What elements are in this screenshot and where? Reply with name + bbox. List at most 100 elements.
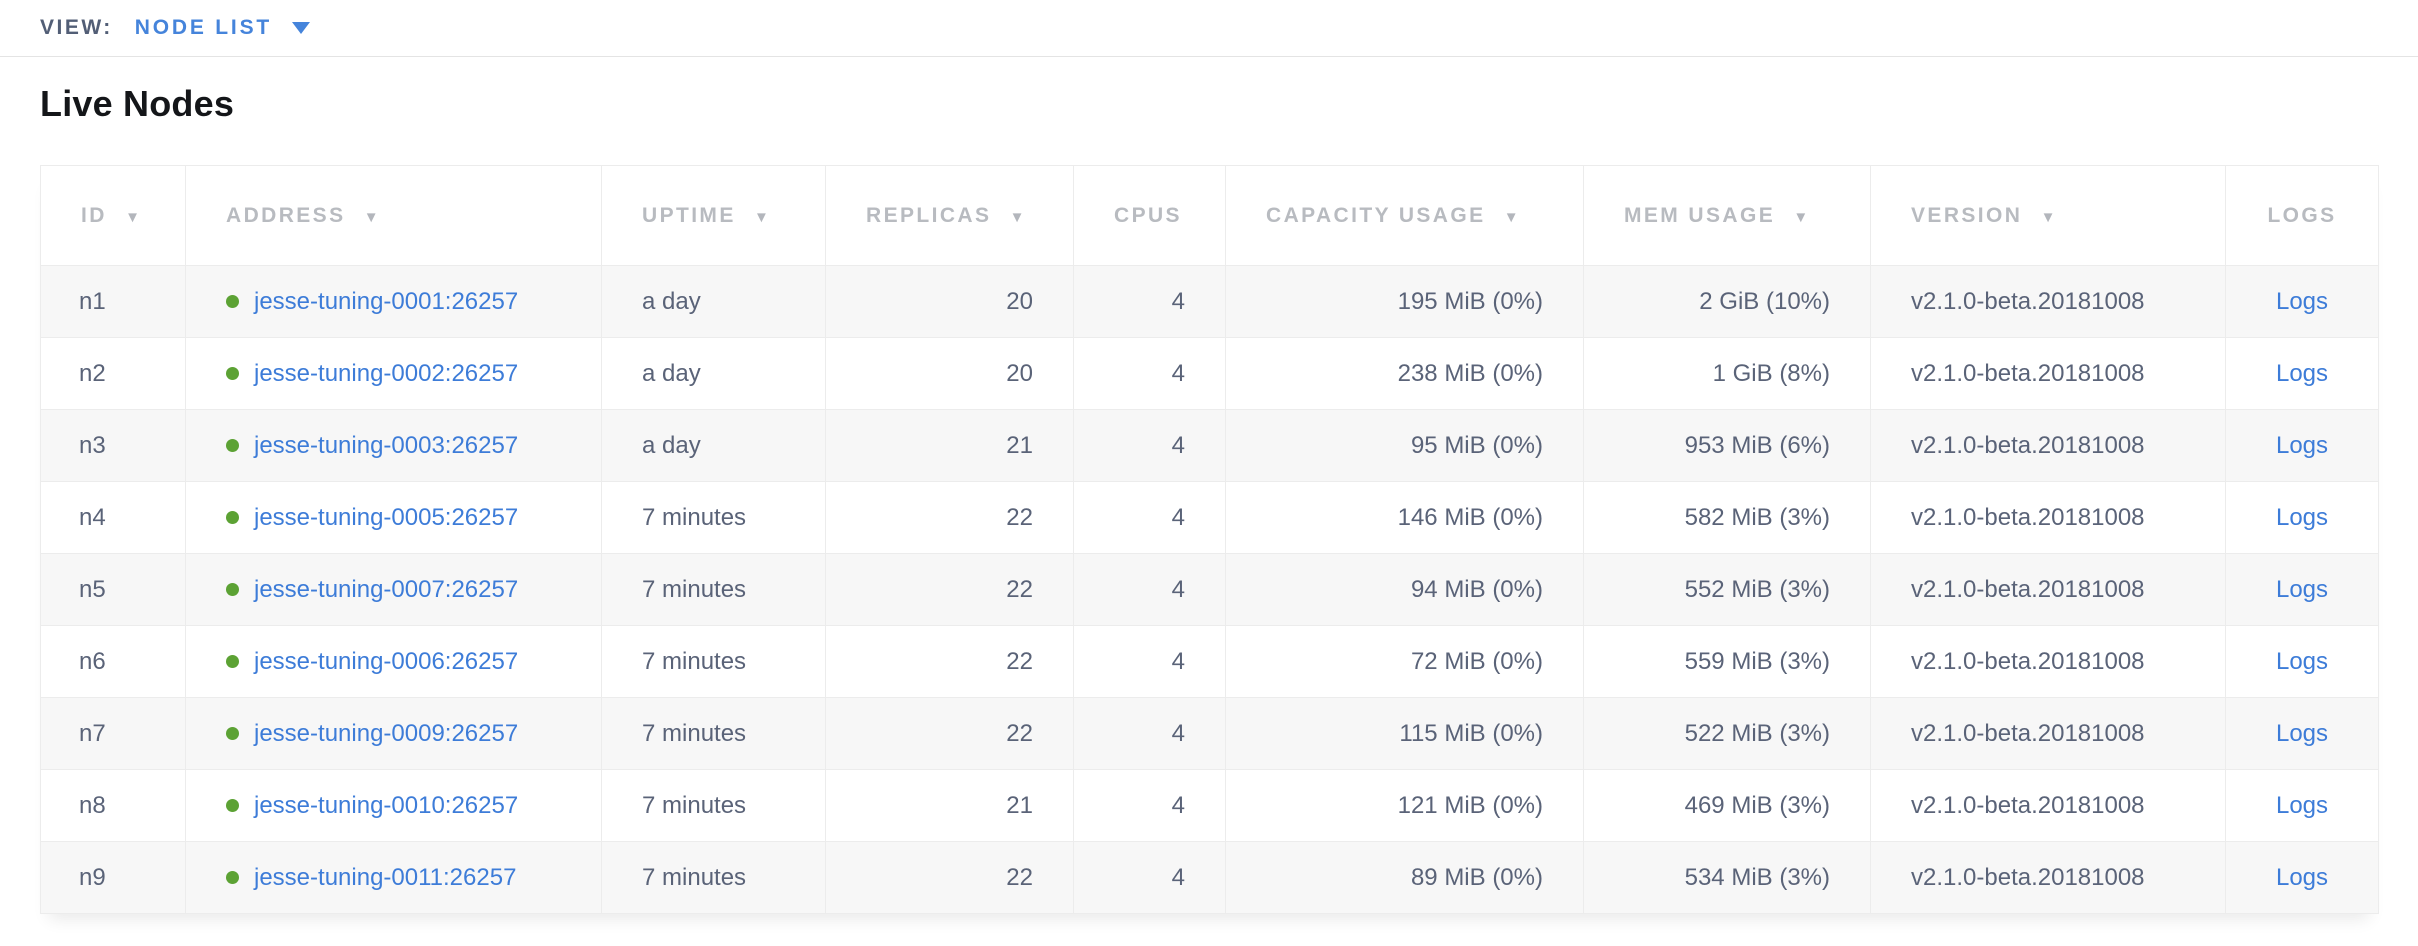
node-healthy-icon [226,438,239,452]
node-replicas-cell: 21 [825,769,1074,842]
chevron-down-icon[interactable] [292,22,311,34]
node-address-cell: jesse-tuning-0007:26257 [185,553,602,626]
node-id-cell: n5 [40,553,186,626]
view-dropdown-value[interactable]: NODE LIST [134,16,273,39]
node-address-link[interactable]: jesse-tuning-0005:26257 [254,503,519,531]
node-address-cell: jesse-tuning-0009:26257 [185,697,602,770]
sort-arrow-icon[interactable]: ▼ [363,208,381,226]
node-address-link[interactable]: jesse-tuning-0009:26257 [254,719,519,747]
node-mem-cell: 522 MiB (3%) [1583,697,1871,770]
node-uptime-cell: a day [601,337,826,410]
node-address-link[interactable]: jesse-tuning-0007:26257 [254,575,519,603]
node-healthy-icon [226,366,239,380]
node-healthy-icon [226,870,239,884]
node-logs-link[interactable]: Logs [2275,791,2329,819]
node-uptime-cell: a day [601,265,826,338]
node-capacity-cell: 72 MiB (0%) [1225,625,1584,698]
node-healthy-icon [226,510,239,524]
node-logs-link[interactable]: Logs [2275,431,2329,459]
node-logs-cell: Logs [2225,841,2379,914]
node-address-link[interactable]: jesse-tuning-0011:26257 [254,863,517,891]
column-header-address[interactable]: ADDRESS ▼ [185,165,602,266]
node-id-cell: n6 [40,625,186,698]
sort-arrow-icon[interactable]: ▼ [1503,208,1522,226]
node-healthy-icon [226,726,239,740]
node-logs-link[interactable]: Logs [2275,719,2329,747]
node-address-cell: jesse-tuning-0011:26257 [185,841,602,914]
node-replicas-cell: 20 [825,337,1074,410]
column-header-replicas[interactable]: REPLICAS ▼ [825,165,1074,266]
table-row: n3 jesse-tuning-0003:26257 a day 21 4 95… [40,409,2379,482]
node-address-cell: jesse-tuning-0003:26257 [185,409,602,482]
node-logs-link[interactable]: Logs [2275,863,2329,891]
column-header-id[interactable]: ID ▼ [40,165,186,266]
table-header-row: ID ▼ ADDRESS ▼ UPTIME ▼ REPLICAS ▼ CPUS [40,165,2379,266]
node-healthy-icon [226,294,239,308]
live-nodes-table: ID ▼ ADDRESS ▼ UPTIME ▼ REPLICAS ▼ CPUS [40,165,2379,914]
node-version-cell: v2.1.0-beta.20181008 [1870,553,2226,626]
view-dropdown[interactable]: NODE LIST [134,16,311,40]
node-mem-cell: 559 MiB (3%) [1583,625,1871,698]
node-logs-link[interactable]: Logs [2275,575,2329,603]
column-header-capacity-usage[interactable]: CAPACITY USAGE ▼ [1225,165,1584,266]
node-cpus-cell: 4 [1073,265,1226,338]
node-id-cell: n1 [40,265,186,338]
node-id-cell: n3 [40,409,186,482]
node-healthy-icon [226,798,239,812]
node-capacity-cell: 121 MiB (0%) [1225,769,1584,842]
node-version-cell: v2.1.0-beta.20181008 [1870,337,2226,410]
node-cpus-cell: 4 [1073,409,1226,482]
node-logs-link[interactable]: Logs [2275,503,2329,531]
node-replicas-cell: 22 [825,625,1074,698]
node-logs-link[interactable]: Logs [2275,359,2329,387]
node-uptime-cell: 7 minutes [601,769,826,842]
node-address-link[interactable]: jesse-tuning-0001:26257 [254,287,519,315]
node-healthy-icon [226,582,239,596]
node-mem-cell: 469 MiB (3%) [1583,769,1871,842]
column-header-cpus: CPUS [1073,165,1226,266]
page-title: Live Nodes [40,83,235,124]
table-row: n9 jesse-tuning-0011:26257 7 minutes 22 … [40,841,2379,914]
table-row: n7 jesse-tuning-0009:26257 7 minutes 22 … [40,697,2379,770]
sort-arrow-icon[interactable]: ▼ [125,208,143,226]
node-version-cell: v2.1.0-beta.20181008 [1870,697,2226,770]
column-header-label: VERSION [1911,203,2023,227]
sort-arrow-icon[interactable]: ▼ [1793,208,1811,226]
node-capacity-cell: 195 MiB (0%) [1225,265,1584,338]
sort-arrow-icon[interactable]: ▼ [754,208,772,226]
sort-arrow-icon[interactable]: ▼ [1009,208,1027,226]
column-header-label: LOGS [2267,203,2337,227]
node-version-cell: v2.1.0-beta.20181008 [1870,625,2226,698]
column-header-label: ID [81,203,107,227]
node-logs-cell: Logs [2225,697,2379,770]
sort-arrow-icon[interactable]: ▼ [2040,208,2058,226]
node-replicas-cell: 22 [825,697,1074,770]
node-address-link[interactable]: jesse-tuning-0006:26257 [254,647,519,675]
node-cpus-cell: 4 [1073,841,1226,914]
node-address-link[interactable]: jesse-tuning-0002:26257 [254,359,519,387]
node-logs-link[interactable]: Logs [2275,647,2329,675]
column-header-mem-usage[interactable]: MEM USAGE ▼ [1583,165,1871,266]
column-header-uptime[interactable]: UPTIME ▼ [601,165,826,266]
node-logs-cell: Logs [2225,769,2379,842]
node-address-link[interactable]: jesse-tuning-0010:26257 [254,791,519,819]
table-row: n5 jesse-tuning-0007:26257 7 minutes 22 … [40,553,2379,626]
node-id-cell: n4 [40,481,186,554]
column-header-label: UPTIME [642,203,736,227]
node-cpus-cell: 4 [1073,625,1226,698]
node-id-cell: n8 [40,769,186,842]
node-address-link[interactable]: jesse-tuning-0003:26257 [254,431,519,459]
node-replicas-cell: 20 [825,265,1074,338]
node-capacity-cell: 238 MiB (0%) [1225,337,1584,410]
node-address-cell: jesse-tuning-0002:26257 [185,337,602,410]
node-capacity-cell: 95 MiB (0%) [1225,409,1584,482]
node-mem-cell: 1 GiB (8%) [1583,337,1871,410]
node-uptime-cell: a day [601,409,826,482]
node-capacity-cell: 89 MiB (0%) [1225,841,1584,914]
node-cpus-cell: 4 [1073,553,1226,626]
node-logs-link[interactable]: Logs [2275,287,2329,315]
column-header-label: REPLICAS [866,203,992,227]
node-uptime-cell: 7 minutes [601,841,826,914]
node-logs-cell: Logs [2225,337,2379,410]
column-header-version[interactable]: VERSION ▼ [1870,165,2226,266]
